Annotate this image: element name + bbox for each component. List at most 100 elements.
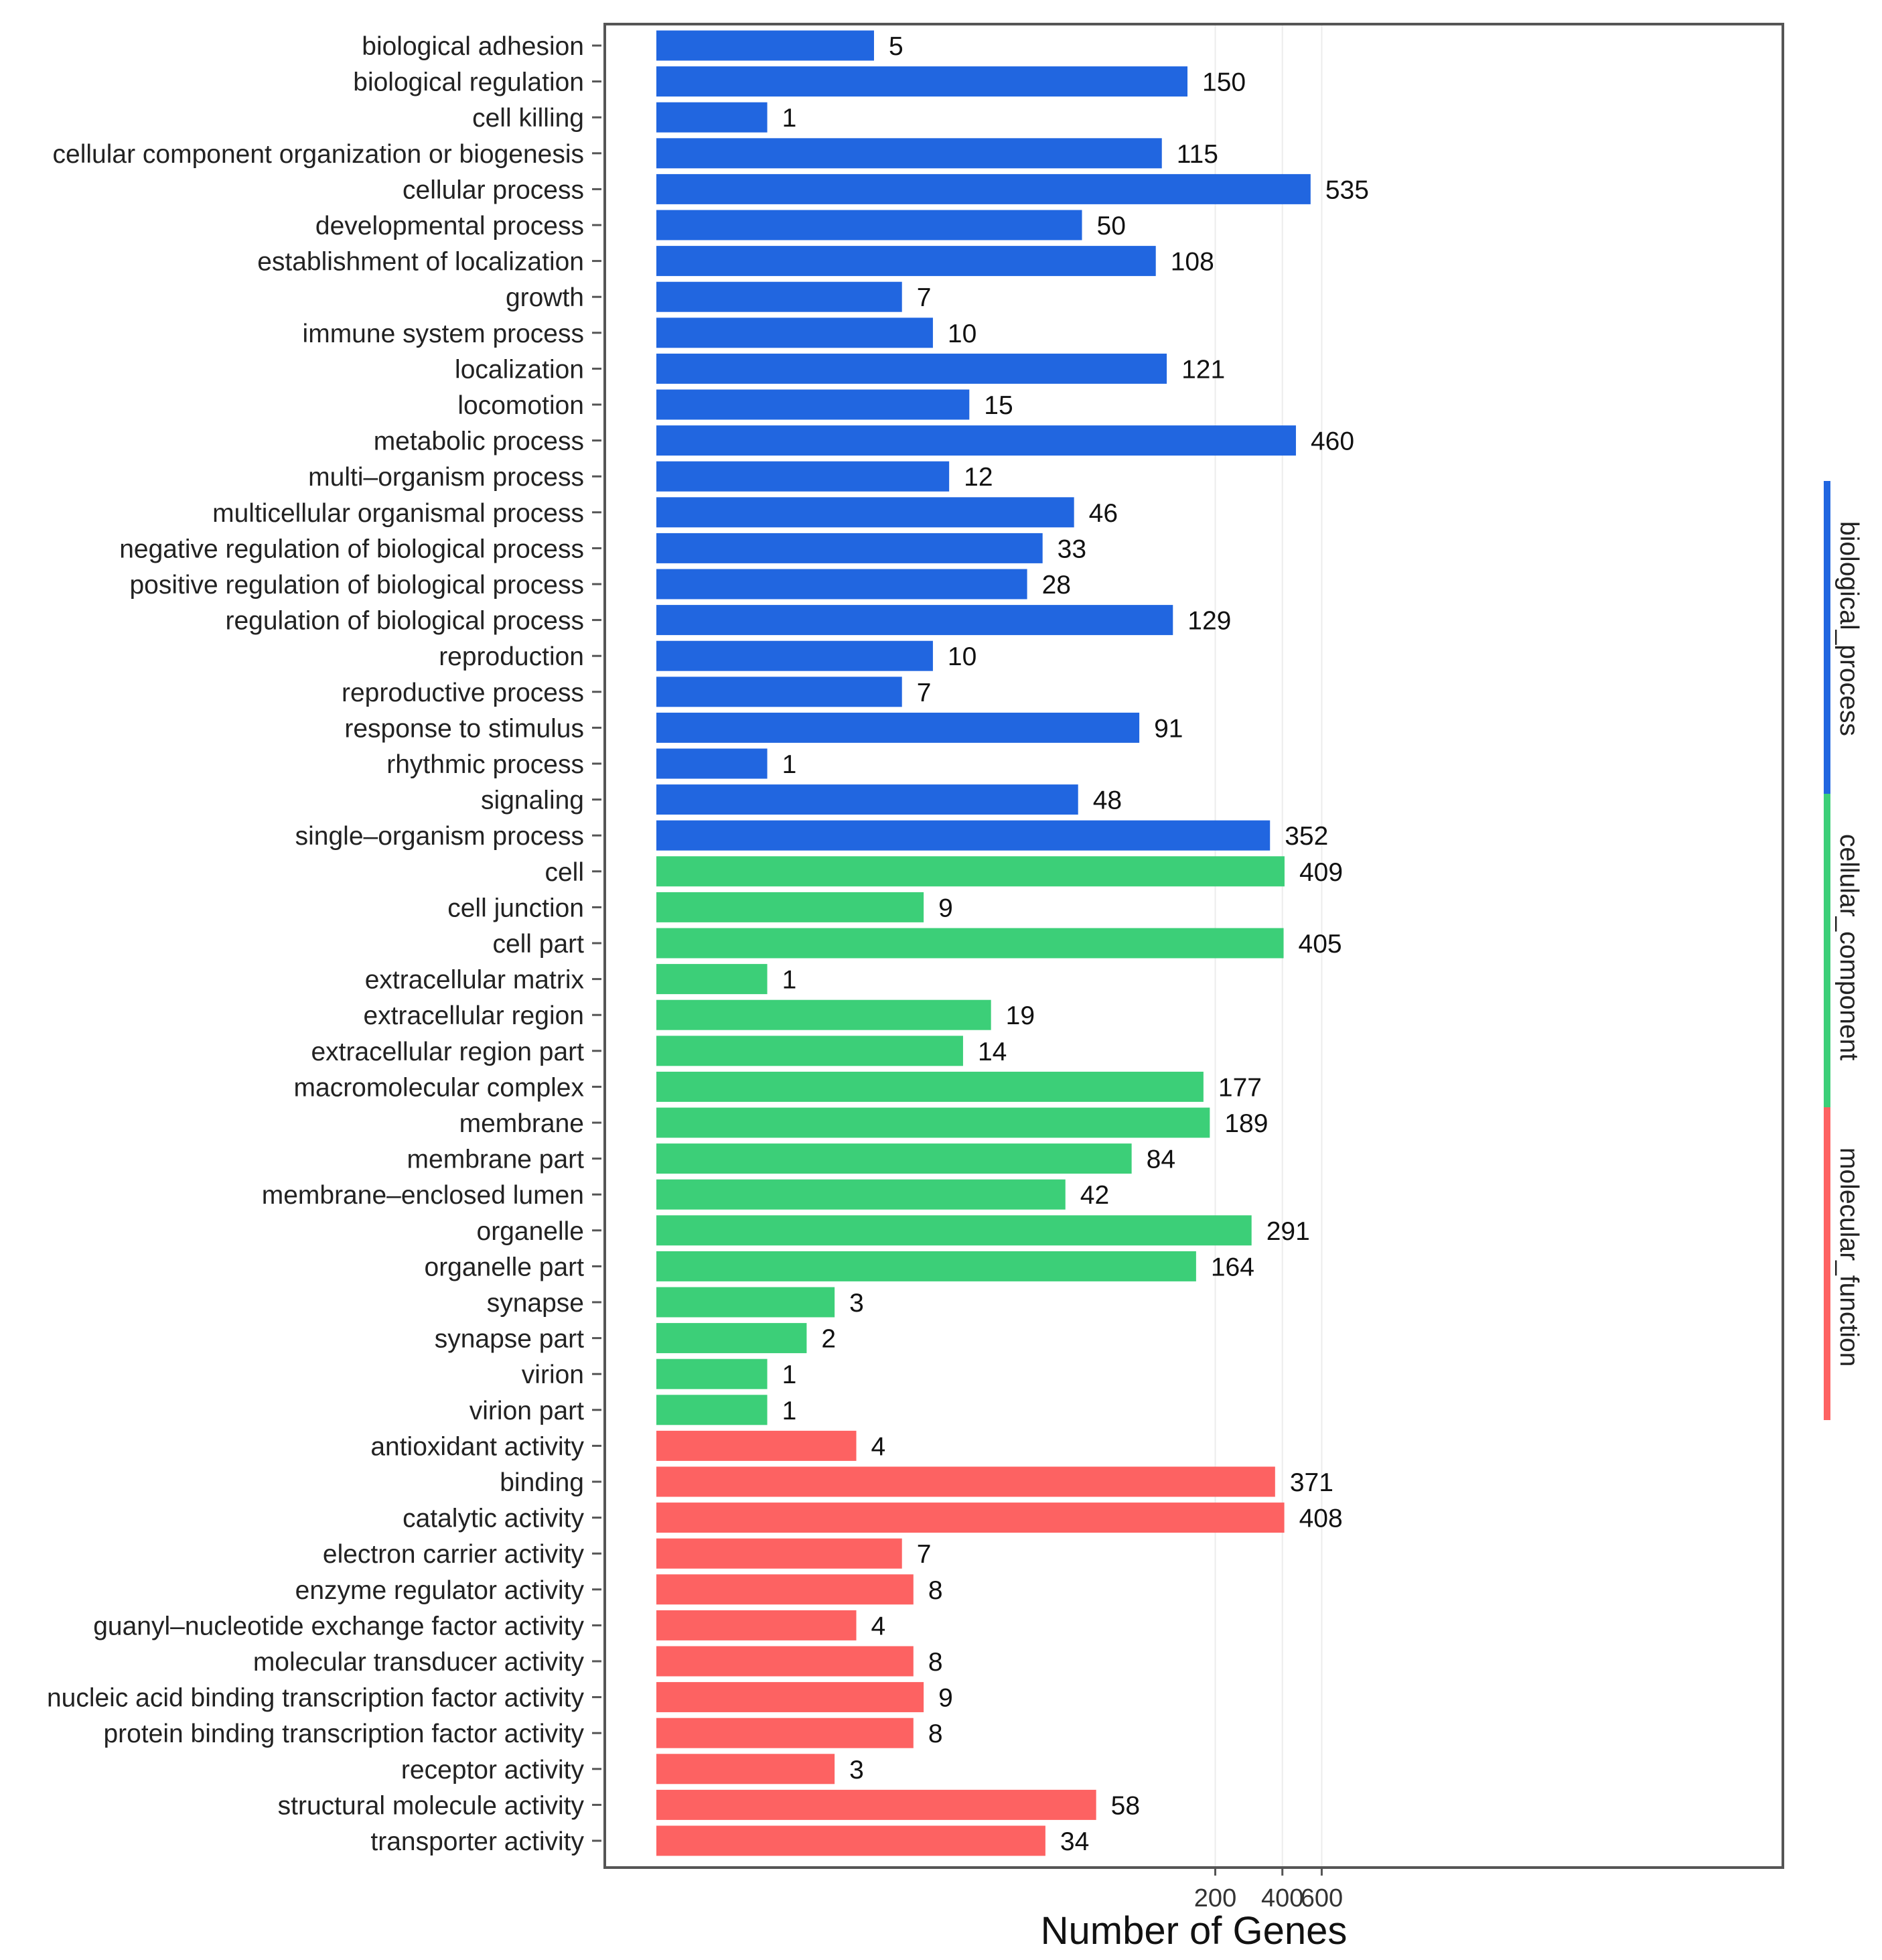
value-label: 7 bbox=[917, 283, 932, 312]
category-label: growth bbox=[506, 283, 584, 312]
category-label: cell bbox=[545, 858, 584, 887]
category-label: synapse part bbox=[435, 1325, 584, 1354]
value-label: 8 bbox=[928, 1648, 943, 1677]
value-label: 48 bbox=[1093, 786, 1122, 815]
value-label: 535 bbox=[1325, 176, 1369, 204]
bar bbox=[656, 1502, 1285, 1533]
value-label: 84 bbox=[1147, 1145, 1175, 1174]
bar bbox=[656, 389, 970, 420]
category-label: cellular process bbox=[403, 176, 584, 204]
value-label: 10 bbox=[948, 320, 976, 348]
value-label: 129 bbox=[1187, 607, 1231, 636]
bar bbox=[656, 1789, 1096, 1820]
category-label: virion bbox=[522, 1360, 584, 1389]
category-label: cell junction bbox=[447, 894, 584, 922]
x-tick-label: 200 bbox=[1194, 1884, 1236, 1912]
value-label: 9 bbox=[938, 894, 953, 922]
category-label: electron carrier activity bbox=[323, 1540, 585, 1569]
bar bbox=[656, 1036, 963, 1066]
category-label: structural molecule activity bbox=[278, 1791, 585, 1820]
category-label: receptor activity bbox=[401, 1756, 585, 1784]
value-label: 3 bbox=[849, 1289, 864, 1318]
bar bbox=[656, 173, 1311, 204]
category-label: extracellular matrix bbox=[365, 966, 585, 995]
value-label: 33 bbox=[1058, 535, 1086, 563]
category-label: multi–organism process bbox=[308, 463, 584, 492]
bar bbox=[656, 748, 768, 779]
value-label: 3 bbox=[849, 1756, 864, 1784]
bar bbox=[656, 497, 1074, 528]
category-label: guanyl–nucleotide exchange factor activi… bbox=[93, 1612, 584, 1640]
bar bbox=[656, 1754, 835, 1784]
value-label: 2 bbox=[821, 1325, 836, 1354]
value-label: 50 bbox=[1097, 212, 1126, 240]
category-label: developmental process bbox=[315, 212, 584, 240]
bar bbox=[656, 461, 950, 492]
bar bbox=[656, 66, 1188, 97]
value-label: 7 bbox=[917, 1540, 932, 1569]
category-label: rhythmic process bbox=[386, 750, 584, 779]
bar bbox=[656, 569, 1027, 600]
value-label: 15 bbox=[984, 391, 1013, 420]
category-label: enzyme regulator activity bbox=[295, 1576, 585, 1605]
bar bbox=[656, 1825, 1045, 1856]
value-label: 42 bbox=[1080, 1181, 1109, 1210]
category-label: membrane bbox=[459, 1109, 584, 1138]
value-label: 58 bbox=[1111, 1791, 1140, 1820]
value-label: 7 bbox=[917, 679, 932, 707]
value-label: 150 bbox=[1202, 68, 1246, 97]
bar bbox=[656, 856, 1285, 887]
bar bbox=[656, 605, 1173, 636]
value-label: 408 bbox=[1299, 1504, 1343, 1533]
bar bbox=[656, 1610, 857, 1640]
value-label: 1 bbox=[782, 750, 797, 779]
bar bbox=[656, 784, 1078, 815]
legend-label: molecular_function bbox=[1834, 1147, 1863, 1367]
value-label: 108 bbox=[1171, 248, 1214, 277]
bar bbox=[656, 964, 768, 995]
value-label: 34 bbox=[1060, 1827, 1089, 1856]
bar bbox=[656, 999, 991, 1030]
value-label: 19 bbox=[1006, 1001, 1035, 1030]
category-label: immune system process bbox=[303, 320, 584, 348]
category-label: single–organism process bbox=[295, 822, 584, 851]
category-label: protein binding transcription factor act… bbox=[103, 1720, 584, 1748]
bar bbox=[656, 640, 933, 671]
value-label: 189 bbox=[1224, 1109, 1268, 1138]
value-label: 352 bbox=[1285, 822, 1328, 851]
category-label: reproduction bbox=[439, 642, 584, 671]
x-axis-title: Number of Genes bbox=[1041, 1909, 1348, 1953]
value-label: 1 bbox=[782, 1397, 797, 1425]
bar bbox=[656, 318, 933, 348]
category-label: extracellular region bbox=[363, 1001, 584, 1030]
bar bbox=[656, 30, 874, 61]
x-tick-label: 400 bbox=[1261, 1884, 1303, 1912]
bar bbox=[656, 712, 1140, 743]
value-label: 1 bbox=[782, 104, 797, 133]
bar bbox=[656, 210, 1082, 240]
bar bbox=[656, 1358, 768, 1389]
category-label: positive regulation of biological proces… bbox=[129, 571, 584, 600]
value-label: 46 bbox=[1089, 499, 1118, 528]
value-label: 28 bbox=[1042, 571, 1071, 600]
category-label: membrane–enclosed lumen bbox=[262, 1181, 584, 1210]
category-label: cell part bbox=[492, 930, 584, 959]
bar bbox=[656, 1718, 914, 1748]
value-label: 8 bbox=[928, 1720, 943, 1748]
value-label: 371 bbox=[1290, 1468, 1333, 1497]
value-label: 8 bbox=[928, 1576, 943, 1605]
category-label: transporter activity bbox=[370, 1827, 584, 1856]
bar bbox=[656, 1251, 1196, 1281]
value-labels: 5150111553550108710121154601246332812910… bbox=[782, 32, 1369, 1856]
value-label: 121 bbox=[1181, 355, 1225, 384]
category-label: catalytic activity bbox=[403, 1504, 584, 1533]
bar bbox=[656, 1466, 1275, 1497]
category-label: multicellular organismal process bbox=[212, 499, 584, 528]
bar bbox=[656, 281, 902, 312]
category-label: cell killing bbox=[472, 104, 584, 133]
category-label: cellular component organization or bioge… bbox=[53, 140, 584, 169]
category-label: biological regulation bbox=[353, 68, 584, 97]
category-label: establishment of localization bbox=[257, 248, 584, 277]
category-label: virion part bbox=[469, 1397, 584, 1425]
